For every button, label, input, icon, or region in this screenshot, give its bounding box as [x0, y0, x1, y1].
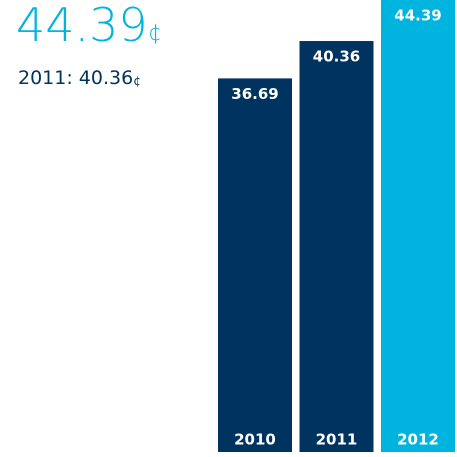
bar [218, 78, 292, 453]
value-label: 44.39 [394, 7, 441, 25]
category-label: 2011 [316, 431, 358, 449]
category-label: 2010 [234, 431, 276, 449]
value-label: 40.36 [313, 48, 360, 66]
subtitle: 2011: 40.36¢ [18, 67, 141, 89]
value-label: 36.69 [231, 85, 278, 103]
bar [299, 41, 374, 452]
category-label: 2012 [397, 431, 439, 449]
subtitle-value: 2011: 40.36 [18, 67, 133, 89]
bar [381, 0, 455, 452]
headline: 44.39¢ [16, 0, 162, 52]
subtitle-unit: ¢ [133, 74, 141, 88]
headline-value: 44.39 [16, 0, 148, 52]
headline-unit: ¢ [148, 21, 162, 46]
